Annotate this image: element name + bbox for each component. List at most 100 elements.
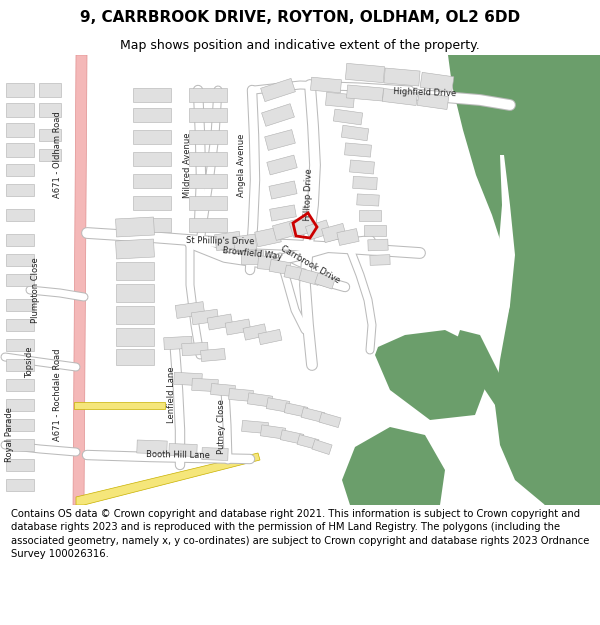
Text: St Phillip's Drive: St Phillip's Drive (186, 236, 254, 246)
Polygon shape (382, 89, 418, 106)
Polygon shape (116, 306, 154, 324)
Polygon shape (420, 72, 454, 92)
Polygon shape (243, 324, 267, 340)
Polygon shape (116, 284, 154, 302)
Text: Plumpton Close: Plumpton Close (31, 257, 40, 323)
Polygon shape (257, 256, 278, 271)
Polygon shape (342, 427, 445, 505)
Text: A671 - Rochdale Road: A671 - Rochdale Road (53, 349, 62, 441)
Text: Contains OS data © Crown copyright and database right 2021. This information is : Contains OS data © Crown copyright and d… (11, 509, 589, 559)
Text: Hilltop Drive: Hilltop Drive (302, 169, 313, 221)
Polygon shape (6, 254, 34, 266)
Polygon shape (260, 78, 295, 102)
Polygon shape (289, 216, 315, 238)
Polygon shape (269, 259, 291, 274)
Polygon shape (175, 302, 205, 318)
Polygon shape (133, 218, 171, 232)
Polygon shape (189, 88, 227, 102)
Polygon shape (74, 402, 165, 409)
Polygon shape (284, 403, 308, 417)
Polygon shape (337, 229, 359, 246)
Polygon shape (189, 218, 227, 232)
Polygon shape (269, 205, 296, 221)
Polygon shape (370, 254, 390, 266)
Polygon shape (455, 330, 600, 505)
Polygon shape (6, 123, 34, 137)
Polygon shape (280, 430, 304, 444)
Polygon shape (39, 83, 61, 97)
Polygon shape (350, 160, 374, 174)
Polygon shape (133, 174, 171, 188)
Polygon shape (6, 379, 34, 391)
Polygon shape (229, 389, 253, 401)
Polygon shape (535, 55, 600, 135)
Polygon shape (325, 92, 355, 108)
Polygon shape (322, 223, 346, 243)
Polygon shape (6, 103, 34, 117)
Polygon shape (6, 184, 34, 196)
Text: Carrbrook Drive: Carrbrook Drive (279, 244, 341, 286)
Polygon shape (116, 328, 154, 346)
Polygon shape (269, 181, 297, 199)
Polygon shape (182, 342, 208, 356)
Polygon shape (233, 234, 257, 252)
Polygon shape (39, 149, 61, 161)
Polygon shape (312, 439, 332, 454)
Polygon shape (39, 129, 61, 141)
Polygon shape (39, 103, 61, 117)
Polygon shape (448, 55, 600, 505)
Polygon shape (301, 408, 325, 422)
Polygon shape (262, 104, 295, 126)
Polygon shape (305, 220, 331, 240)
Polygon shape (215, 231, 241, 251)
Text: Lenfield Lane: Lenfield Lane (167, 367, 176, 423)
Text: Royal Parade: Royal Parade (5, 408, 14, 462)
Polygon shape (6, 299, 34, 311)
Polygon shape (364, 224, 386, 236)
Polygon shape (6, 359, 34, 371)
Polygon shape (267, 155, 297, 175)
Polygon shape (164, 336, 192, 350)
Polygon shape (189, 174, 227, 188)
Polygon shape (334, 109, 362, 125)
Polygon shape (191, 309, 219, 325)
Polygon shape (341, 125, 369, 141)
Polygon shape (133, 196, 171, 210)
Polygon shape (242, 421, 268, 434)
Polygon shape (133, 108, 171, 122)
Polygon shape (346, 63, 385, 82)
Polygon shape (6, 319, 34, 331)
Polygon shape (225, 319, 251, 335)
Polygon shape (353, 176, 377, 189)
Polygon shape (211, 384, 235, 396)
Polygon shape (417, 92, 449, 109)
Polygon shape (133, 130, 171, 144)
Polygon shape (6, 209, 34, 221)
Polygon shape (258, 329, 282, 344)
Polygon shape (319, 412, 341, 428)
Text: Mildred Avenue: Mildred Avenue (184, 132, 193, 198)
Polygon shape (116, 349, 154, 365)
Polygon shape (133, 88, 171, 102)
Polygon shape (284, 265, 306, 281)
Polygon shape (6, 83, 34, 97)
Polygon shape (384, 68, 420, 86)
Polygon shape (174, 372, 202, 386)
Polygon shape (6, 459, 34, 471)
Polygon shape (6, 339, 34, 351)
Polygon shape (207, 314, 233, 330)
Polygon shape (6, 479, 34, 491)
Polygon shape (357, 194, 379, 206)
Polygon shape (375, 330, 490, 420)
Polygon shape (310, 78, 341, 92)
Polygon shape (76, 453, 260, 505)
Polygon shape (189, 130, 227, 144)
Polygon shape (6, 399, 34, 411)
Polygon shape (266, 398, 290, 412)
Polygon shape (137, 440, 167, 454)
Polygon shape (6, 143, 34, 157)
Text: Highfield Drive: Highfield Drive (393, 88, 457, 99)
Polygon shape (6, 419, 34, 431)
Polygon shape (272, 219, 299, 241)
Polygon shape (192, 378, 218, 392)
